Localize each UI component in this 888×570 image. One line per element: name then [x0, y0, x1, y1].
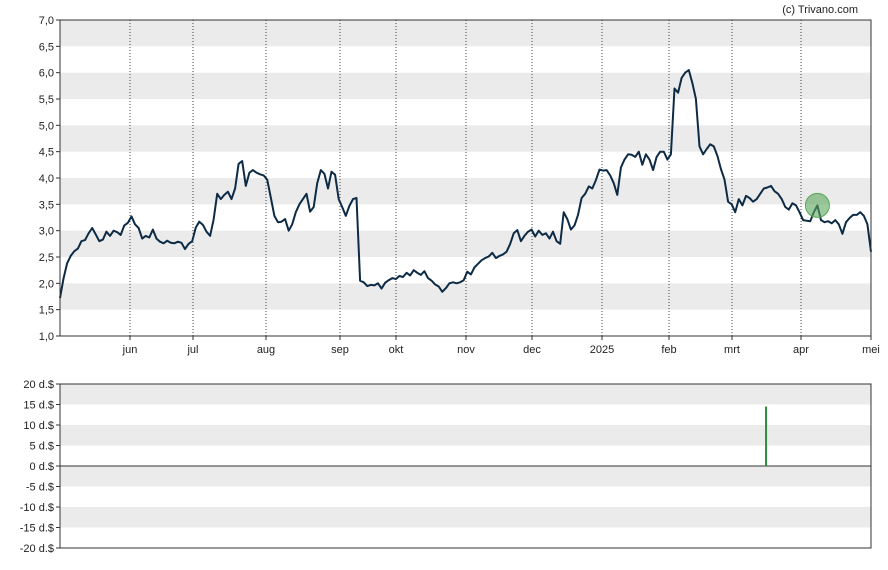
y-tick-label: 1,0: [39, 331, 54, 343]
y-tick-label: 20 d.$: [23, 379, 54, 391]
y-tick-label: -15 d.$: [20, 523, 54, 535]
x-tick-label: mei: [862, 344, 880, 356]
x-tick-label: 2025: [590, 344, 614, 356]
x-tick-label: apr: [793, 344, 809, 356]
y-tick-label: 15 d.$: [23, 400, 54, 412]
y-tick-label: -10 d.$: [20, 502, 54, 514]
grid-band: [60, 507, 871, 528]
y-tick-label: 6,5: [39, 41, 54, 53]
y-tick-label: 4,0: [39, 173, 54, 185]
grid-band: [60, 230, 871, 257]
x-tick-label: mrt: [724, 344, 740, 356]
x-tick-label: nov: [457, 344, 475, 356]
grid-band: [60, 384, 871, 405]
x-tick-label: dec: [523, 344, 541, 356]
price-series: [59, 69, 872, 299]
y-tick-label: 7,0: [39, 15, 54, 27]
x-tick-label: jun: [122, 344, 138, 356]
x-tick-label: okt: [389, 344, 404, 356]
highlight-marker: [804, 192, 830, 218]
x-tick-label: sep: [331, 344, 349, 356]
y-tick-label: 5,0: [39, 120, 54, 132]
grid-band: [60, 125, 871, 152]
x-tick-label: feb: [661, 344, 676, 356]
price-x-axis: jun jul aug sep okt nov dec 2025 feb mrt apr mei: [122, 336, 880, 356]
dividend-grid-bands: [60, 384, 871, 528]
y-tick-label: 4,5: [39, 147, 54, 159]
price-annotations: [804, 192, 830, 218]
y-tick-label: 3,5: [39, 199, 54, 211]
credit-label: (c) Trivano.com: [782, 4, 858, 16]
y-tick-label: 3,0: [39, 226, 54, 238]
y-tick-label: 5,5: [39, 94, 54, 106]
price-line: [59, 69, 872, 299]
y-tick-label: 6,0: [39, 68, 54, 80]
x-tick-label: jul: [186, 344, 198, 356]
dividend-y-axis: 20 d.$ 15 d.$ 10 d.$ 5 d.$ 0 d.$ -5 d.$ -10 d.…: [20, 379, 60, 555]
y-tick-label: 1,5: [39, 305, 54, 317]
y-tick-label: -20 d.$: [20, 543, 54, 555]
y-tick-label: 10 d.$: [23, 420, 54, 432]
y-tick-label: 0 d.$: [30, 461, 54, 473]
y-tick-label: 5 d.$: [30, 441, 54, 453]
y-tick-label: 2,0: [39, 278, 54, 290]
price-y-axis: 1,0 1,5 2,0 2,5 3,0 3,5 4,0 4,5 5,0 5,5 6,0 6,5 7,0: [39, 15, 60, 343]
grid-band: [60, 466, 871, 487]
grid-band: [60, 425, 871, 446]
y-tick-label: 2,5: [39, 252, 54, 264]
y-tick-label: -5 d.$: [26, 482, 54, 494]
price-grid-bands: [60, 20, 871, 310]
x-tick-label: aug: [257, 344, 275, 356]
